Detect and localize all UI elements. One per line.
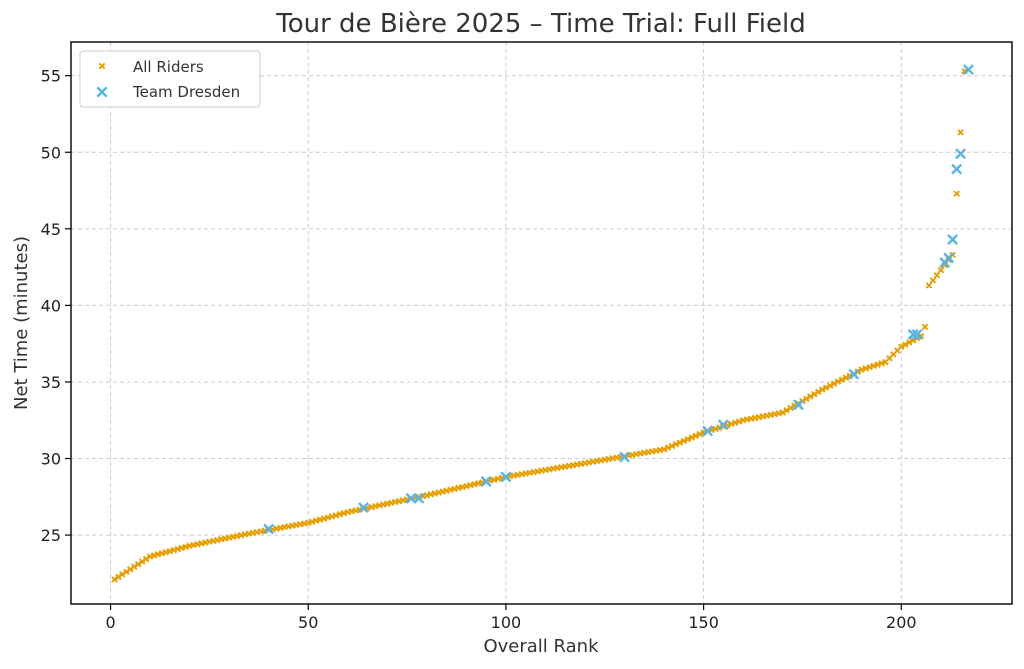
team-dresden-point xyxy=(413,492,425,504)
x-tick-label: 50 xyxy=(298,613,318,632)
team-dresden-point xyxy=(480,476,492,487)
all-riders-point xyxy=(692,432,699,440)
x-tick-label: 150 xyxy=(688,613,719,632)
y-axis-label: Net Time (minutes) xyxy=(11,236,32,410)
y-tick-label: 30 xyxy=(41,450,61,469)
y-tick-label: 50 xyxy=(41,143,61,162)
team-dresden-point xyxy=(263,523,275,535)
all-riders-point xyxy=(111,576,118,583)
all-riders-series xyxy=(111,67,968,583)
x-tick-label: 100 xyxy=(491,613,522,632)
all-riders-point xyxy=(779,409,786,416)
all-riders-point xyxy=(130,563,138,571)
all-riders-point xyxy=(668,442,676,450)
all-riders-point xyxy=(909,337,917,344)
all-riders-point xyxy=(953,190,960,197)
legend-marker-all-riders xyxy=(98,62,106,70)
all-riders-point xyxy=(921,323,929,331)
all-riders-point xyxy=(898,343,905,351)
all-riders-point xyxy=(878,360,885,367)
all-riders-point xyxy=(119,571,126,578)
all-riders-point xyxy=(803,395,810,403)
team-dresden-point xyxy=(951,163,963,175)
all-riders-point xyxy=(688,434,696,441)
team-dresden-point xyxy=(405,492,417,504)
all-riders-point xyxy=(115,573,122,581)
legend-marker-team-dresden-glyph xyxy=(96,86,108,98)
legend: All Riders Team Dresden xyxy=(79,50,261,108)
all-riders-point xyxy=(866,363,873,371)
all-riders-point xyxy=(664,444,672,451)
all-riders-point xyxy=(925,282,933,289)
legend-label-all-riders: All Riders xyxy=(133,58,204,76)
chart-title: Tour de Bière 2025 – Time Trial: Full Fi… xyxy=(275,9,805,39)
all-riders-point xyxy=(830,380,838,387)
all-riders-point xyxy=(811,390,818,398)
plot-frame xyxy=(70,41,1013,605)
all-riders-point xyxy=(929,277,937,284)
team-dresden-point xyxy=(702,425,714,437)
all-riders-point xyxy=(862,365,869,372)
team-dresden-point xyxy=(911,329,923,340)
x-axis-label: Overall Rank xyxy=(483,636,599,657)
all-riders-point xyxy=(696,430,703,438)
x-tick-label: 200 xyxy=(886,613,917,632)
all-riders-point xyxy=(814,388,822,396)
team-dresden-point xyxy=(955,148,967,160)
all-riders-point xyxy=(838,376,846,383)
all-riders-point xyxy=(127,566,134,573)
all-riders-point xyxy=(807,393,814,400)
team-dresden-point xyxy=(907,329,919,340)
grid-lines xyxy=(71,42,1012,604)
all-riders-point xyxy=(783,407,790,414)
all-riders-point xyxy=(870,362,877,370)
all-riders-point xyxy=(822,384,830,391)
all-riders-point xyxy=(933,272,941,279)
all-riders-point xyxy=(858,366,866,373)
legend-marker-team-dresden xyxy=(96,86,108,98)
y-tick-label: 40 xyxy=(41,296,61,315)
all-riders-point xyxy=(834,378,842,385)
y-tick-label: 45 xyxy=(41,220,61,239)
all-riders-point xyxy=(660,446,668,453)
team-dresden-point xyxy=(358,502,370,513)
team-dresden-point xyxy=(793,399,804,411)
all-riders-point xyxy=(826,382,834,389)
y-tick-label: 55 xyxy=(41,67,61,86)
all-riders-point xyxy=(123,568,130,576)
team-dresden-point xyxy=(848,368,860,380)
x-axis-ticks: 0 50 100 150 200 xyxy=(105,604,917,632)
team-dresden-point xyxy=(500,471,512,483)
all-riders-point xyxy=(901,341,909,348)
team-dresden-point xyxy=(947,234,959,245)
team-dresden-series xyxy=(263,64,974,535)
all-riders-point xyxy=(676,439,684,446)
all-riders-point xyxy=(842,374,850,381)
all-riders-point xyxy=(134,560,142,568)
team-dresden-point xyxy=(717,419,729,431)
team-dresden-point xyxy=(963,64,974,76)
all-riders-point xyxy=(672,441,680,448)
all-riders-point xyxy=(680,437,688,445)
all-riders-point xyxy=(818,386,826,393)
y-tick-label: 35 xyxy=(41,373,61,392)
all-riders-point xyxy=(937,266,945,274)
legend-label-team-dresden: Team Dresden xyxy=(132,83,240,101)
all-riders-point xyxy=(138,558,146,565)
all-riders-point xyxy=(905,339,913,346)
team-dresden-point xyxy=(619,451,630,463)
all-riders-point xyxy=(684,435,692,443)
y-tick-label: 25 xyxy=(41,526,61,545)
all-riders-point xyxy=(142,555,150,563)
all-riders-point xyxy=(874,361,881,368)
all-riders-point xyxy=(787,404,794,412)
all-riders-point xyxy=(957,129,964,136)
legend-marker-all-riders-glyph xyxy=(98,62,106,70)
legend-box xyxy=(79,50,261,108)
x-tick-label: 0 xyxy=(105,613,115,632)
team-dresden-point xyxy=(943,252,955,264)
y-axis-ticks: 25 30 35 40 45 50 55 xyxy=(41,67,71,545)
